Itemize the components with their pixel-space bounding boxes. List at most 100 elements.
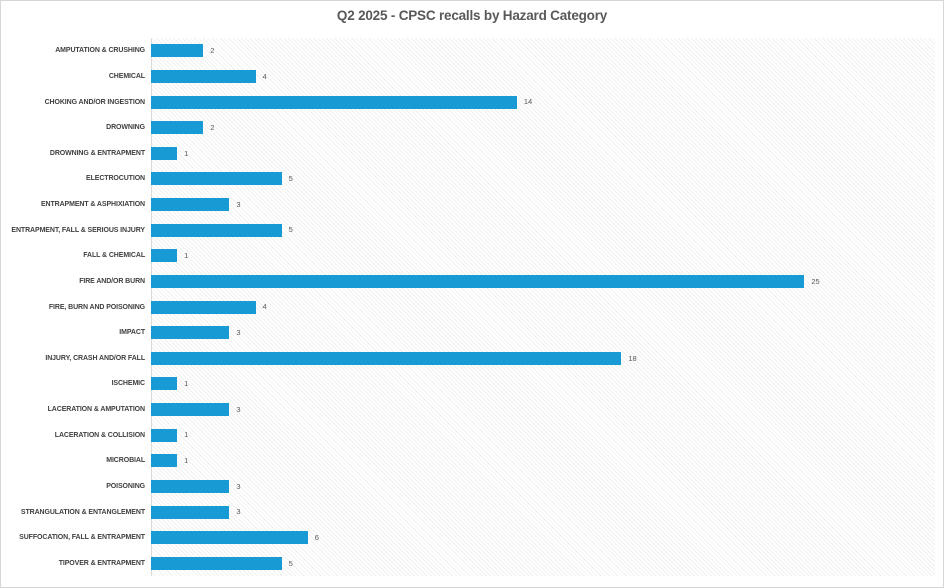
- category-label: ENTRAPMENT, FALL & SERIOUS INJURY: [11, 226, 145, 234]
- bar-track: 3: [151, 474, 935, 500]
- bar: [151, 274, 805, 288]
- bar: [151, 44, 204, 58]
- category-label: AMPUTATION & CRUSHING: [55, 47, 145, 55]
- bar: [151, 326, 230, 340]
- bar-row: IMPACT 3: [1, 320, 935, 346]
- bar-track: 1: [151, 243, 935, 269]
- bar-row: CHOKING AND/OR INGESTION 14: [1, 89, 935, 115]
- bar: [151, 300, 256, 314]
- bar: [151, 146, 178, 160]
- value-label: 3: [236, 327, 241, 337]
- category-label: CHEMICAL: [108, 72, 145, 80]
- category-label: POISONING: [106, 482, 145, 490]
- bar: [151, 556, 282, 570]
- bar: [151, 172, 282, 186]
- value-label: 25: [811, 276, 820, 286]
- value-label: 3: [236, 199, 241, 209]
- category-label: ENTRAPMENT & ASPHIXIATION: [40, 201, 145, 209]
- bar-track: 1: [151, 448, 935, 474]
- category-label: ELECTROCUTION: [86, 175, 145, 183]
- category-label: FIRE, BURN AND POISONING: [48, 303, 145, 311]
- bar-track: 2: [151, 115, 935, 141]
- value-label: 4: [262, 71, 267, 81]
- bar: [151, 403, 230, 417]
- bar-row: AMPUTATION & CRUSHING 2: [1, 38, 935, 64]
- value-label: 5: [288, 558, 293, 568]
- bar-row: ELECTROCUTION 5: [1, 166, 935, 192]
- value-label: 2: [210, 46, 215, 56]
- category-label: TIPOVER & ENTRAPMENT: [58, 559, 145, 567]
- value-label: 1: [184, 430, 189, 440]
- category-label: IMPACT: [119, 329, 145, 337]
- value-label: 3: [236, 481, 241, 491]
- category-label: STRANGULATION & ENTANGLEMENT: [20, 508, 145, 516]
- bar: [151, 198, 230, 212]
- value-label: 1: [184, 456, 189, 466]
- bar-track: 4: [151, 64, 935, 90]
- value-label: 5: [288, 174, 293, 184]
- bar: [151, 351, 622, 365]
- bar-row: LACERATION & AMPUTATION 3: [1, 397, 935, 423]
- bar: [151, 69, 256, 83]
- bar: [151, 428, 178, 442]
- bar: [151, 121, 204, 135]
- bar-row: FIRE, BURN AND POISONING 4: [1, 294, 935, 320]
- bar: [151, 454, 178, 468]
- bar-row: INJURY, CRASH AND/OR FALL 18: [1, 346, 935, 372]
- category-label: ISCHEMIC: [111, 380, 146, 388]
- category-label: SUFFOCATION, FALL & ENTRAPMENT: [19, 534, 145, 542]
- bar-track: 3: [151, 397, 935, 423]
- bar-track: 5: [151, 551, 935, 577]
- bar-row: STRANGULATION & ENTANGLEMENT 3: [1, 499, 935, 525]
- bar-row: LACERATION & COLLISION 1: [1, 422, 935, 448]
- value-label: 14: [523, 97, 533, 107]
- category-label: FIRE AND/OR BURN: [79, 277, 145, 285]
- bar-track: 5: [151, 217, 935, 243]
- bar-row: CHEMICAL 4: [1, 64, 935, 90]
- value-label: 4: [262, 302, 267, 312]
- bar-row: MICROBIAL 1: [1, 448, 935, 474]
- bar-row: FALL & CHEMICAL 1: [1, 243, 935, 269]
- category-label: LACERATION & COLLISION: [54, 431, 145, 439]
- bar: [151, 505, 230, 519]
- bar: [151, 377, 178, 391]
- value-label: 1: [184, 251, 189, 261]
- bar: [151, 531, 308, 545]
- bar-row: POISONING 3: [1, 474, 935, 500]
- value-label: 3: [236, 507, 241, 517]
- bar-row: ENTRAPMENT & ASPHIXIATION 3: [1, 192, 935, 218]
- value-label: 1: [184, 379, 189, 389]
- category-label: DROWNING: [106, 124, 145, 132]
- category-label: FALL & CHEMICAL: [83, 252, 145, 260]
- bar-track: 14: [151, 89, 935, 115]
- bar-track: 3: [151, 320, 935, 346]
- bar: [151, 479, 230, 493]
- bar-track: 2: [151, 38, 935, 64]
- value-label: 3: [236, 404, 241, 414]
- category-label: LACERATION & AMPUTATION: [47, 406, 145, 414]
- category-label: CHOKING AND/OR INGESTION: [44, 98, 146, 106]
- value-label: 1: [184, 148, 189, 158]
- value-label: 2: [210, 122, 215, 132]
- bar: [151, 95, 517, 109]
- bar-row: ISCHEMIC 1: [1, 371, 935, 397]
- bar-track: 4: [151, 294, 935, 320]
- category-label: MICROBIAL: [106, 457, 145, 465]
- bar-track: 5: [151, 166, 935, 192]
- value-label: 6: [314, 532, 319, 542]
- bar-row: TIPOVER & ENTRAPMENT 5: [1, 551, 935, 577]
- plot-area: [151, 38, 935, 576]
- bar: [151, 223, 282, 237]
- bar-row: DROWNING & ENTRAPMENT 1: [1, 141, 935, 167]
- bar-track: 3: [151, 192, 935, 218]
- chart-title: Q2 2025 - CPSC recalls by Hazard Categor…: [336, 8, 608, 23]
- bar-row: FIRE AND/OR BURN 25: [1, 269, 935, 295]
- bar-track: 6: [151, 525, 935, 551]
- bar-track: 1: [151, 422, 935, 448]
- bar-row: DROWNING 2: [1, 115, 935, 141]
- bar-rows-container: AMPUTATION & CRUSHING 2 CHEMICAL 4 CHOKING A…: [1, 38, 935, 576]
- bar-track: 1: [151, 141, 935, 167]
- bar-track: 3: [151, 499, 935, 525]
- bar-track: 18: [151, 346, 935, 372]
